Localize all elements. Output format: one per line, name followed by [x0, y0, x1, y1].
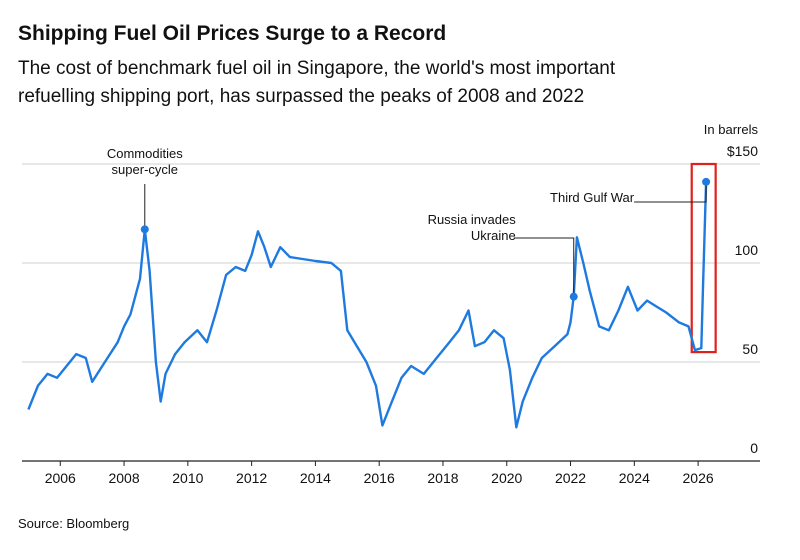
- annotation-dot: [702, 177, 711, 186]
- y-tick-label: 0: [750, 440, 758, 456]
- annotation: Third Gulf War: [550, 190, 635, 205]
- annotation: Ukraine: [471, 228, 516, 243]
- source: Source: Bloomberg: [18, 516, 129, 531]
- price-line: [27, 181, 708, 429]
- annotation: Russia invades: [428, 212, 517, 227]
- y-tick-label: 50: [742, 341, 758, 357]
- x-tick-label: 2018: [427, 470, 458, 486]
- chart-title: Shipping Fuel Oil Prices Surge to a Reco…: [18, 22, 446, 45]
- x-tick-label: 2014: [300, 470, 331, 486]
- x-tick-label: 2020: [491, 470, 522, 486]
- x-tick-label: 2010: [172, 470, 203, 486]
- y-tick-label: $150: [727, 143, 758, 159]
- annotation: super-cycle: [112, 162, 178, 177]
- highlight-box: [690, 162, 717, 354]
- x-tick-label: 2008: [108, 470, 139, 486]
- y-tick-label: 100: [735, 242, 759, 258]
- annotation-dot: [140, 225, 149, 234]
- subtitle: The cost of benchmark fuel oil in Singap…: [18, 58, 616, 79]
- leader-line: [634, 181, 707, 203]
- annotation-dot: [569, 292, 578, 301]
- x-tick-label: 2012: [236, 470, 267, 486]
- x-tick-label: 2006: [45, 470, 76, 486]
- annotation: Commodities: [107, 146, 183, 161]
- x-tick-label: 2016: [364, 470, 395, 486]
- x-tick-label: 2026: [683, 470, 714, 486]
- x-tick-label: 2024: [619, 470, 650, 486]
- x-tick-label: 2022: [555, 470, 586, 486]
- unit-label: In barrels: [704, 122, 759, 137]
- leader-line: [513, 237, 575, 297]
- subtitle: refuelling shipping port, has surpassed …: [18, 86, 584, 107]
